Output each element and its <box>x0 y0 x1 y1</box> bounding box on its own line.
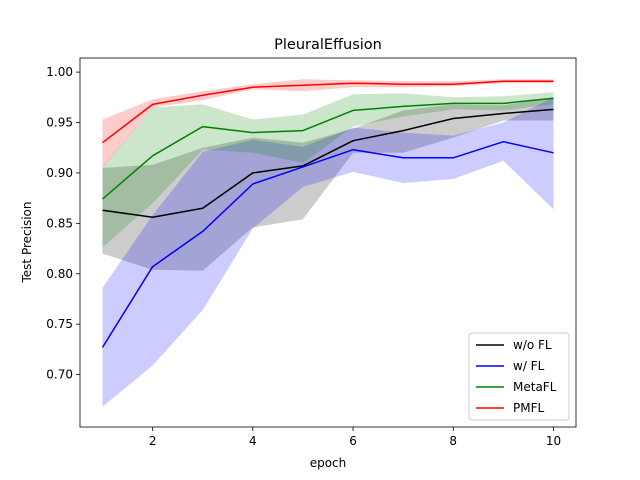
confidence-band-0 <box>102 97 554 271</box>
x-tick-label: 10 <box>546 434 561 448</box>
x-axis: 2 4 6 8 10 <box>149 427 561 448</box>
x-tick-label: 4 <box>249 434 257 448</box>
plot-frame <box>79 57 577 428</box>
y-tick-label: 0.70 <box>46 368 73 382</box>
x-tick-label: 8 <box>449 434 457 448</box>
legend: w/o FL w/ FL MetaFL PMFL <box>468 332 570 421</box>
legend-label: w/o FL <box>513 338 552 352</box>
y-axis: 0.70 0.75 0.80 0.85 0.90 0.95 1.00 <box>46 65 80 382</box>
legend-box <box>468 332 570 421</box>
confidence-band-2 <box>102 92 554 248</box>
x-axis-label: epoch <box>310 456 347 470</box>
y-tick-label: 0.90 <box>46 166 73 180</box>
series-line-3 <box>102 80 554 144</box>
legend-label: MetaFL <box>513 380 557 394</box>
chart-title: PleuralEffusion <box>274 37 382 53</box>
y-tick-label: 1.00 <box>46 65 73 79</box>
y-tick-label: 0.95 <box>46 116 73 130</box>
y-tick-label: 0.75 <box>46 317 73 331</box>
legend-label: w/ FL <box>513 359 545 373</box>
series-lines <box>101 80 554 348</box>
y-tick-label: 0.80 <box>46 267 73 281</box>
confidence-bands <box>102 79 554 407</box>
x-tick-label: 6 <box>349 434 357 448</box>
confidence-band-1 <box>102 97 554 407</box>
x-tick-label: 2 <box>149 434 157 448</box>
y-axis-label: Test Precision <box>20 202 34 284</box>
y-tick-label: 0.85 <box>46 216 73 230</box>
series-line-1 <box>101 140 554 348</box>
legend-label: PMFL <box>513 401 544 415</box>
series-line-2 <box>102 97 554 200</box>
series-line-0 <box>102 108 554 219</box>
